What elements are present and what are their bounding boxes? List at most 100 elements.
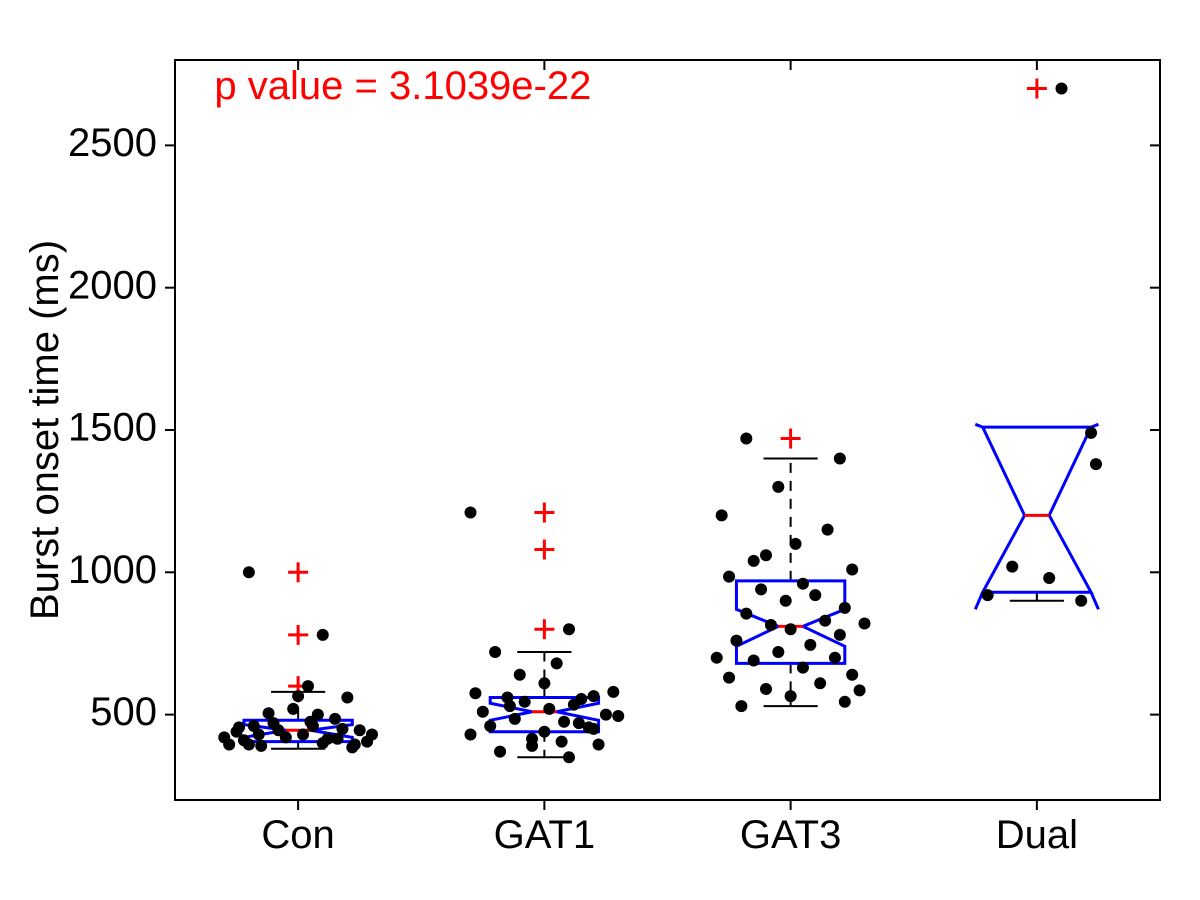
data-point	[477, 706, 489, 718]
ytick-label: 2500	[68, 121, 157, 165]
data-point	[504, 700, 516, 712]
data-point	[785, 623, 797, 635]
data-point	[780, 595, 792, 607]
data-point	[588, 690, 600, 702]
data-point	[307, 720, 319, 732]
data-point	[1075, 595, 1087, 607]
data-point	[819, 615, 831, 627]
data-point	[563, 751, 575, 763]
data-point	[588, 723, 600, 735]
data-point	[292, 690, 304, 702]
data-point	[558, 716, 570, 728]
data-point	[465, 729, 477, 741]
data-point	[218, 731, 230, 743]
data-point	[839, 696, 851, 708]
data-point	[341, 692, 353, 704]
data-point	[804, 639, 816, 651]
data-point	[489, 646, 501, 658]
data-point	[797, 578, 809, 590]
box	[983, 427, 1091, 592]
data-point	[600, 709, 612, 721]
data-point	[740, 608, 752, 620]
data-point	[765, 619, 777, 631]
group-gat3	[711, 429, 871, 713]
data-point	[760, 549, 772, 561]
xtick-label: GAT1	[494, 813, 596, 857]
data-point	[829, 652, 841, 664]
data-point	[748, 555, 760, 567]
data-point	[543, 703, 555, 715]
group-con	[218, 562, 378, 753]
data-point	[253, 729, 265, 741]
data-point	[797, 662, 809, 674]
data-point	[1056, 82, 1068, 94]
ytick-label: 500	[90, 690, 157, 734]
xtick-label: Dual	[996, 813, 1078, 857]
data-point	[612, 710, 624, 722]
data-point	[484, 720, 496, 732]
data-point	[735, 700, 747, 712]
data-point	[711, 652, 723, 664]
data-point	[730, 635, 742, 647]
xtick-label: Con	[261, 813, 334, 857]
data-point	[593, 739, 605, 751]
data-point	[772, 646, 784, 658]
data-point	[526, 740, 538, 752]
data-point	[607, 686, 619, 698]
ytick-label: 1500	[68, 406, 157, 450]
ytick-label: 2000	[68, 263, 157, 307]
data-point	[272, 724, 284, 736]
data-point	[748, 655, 760, 667]
data-point	[846, 563, 858, 575]
data-point	[982, 589, 994, 601]
data-point	[740, 433, 752, 445]
data-point	[755, 583, 767, 595]
data-point	[1090, 458, 1102, 470]
data-point	[538, 726, 550, 738]
p-value-annotation: p value = 3.1039e-22	[214, 64, 591, 108]
data-point	[233, 721, 245, 733]
data-point	[790, 538, 802, 550]
data-point	[317, 629, 329, 641]
data-point	[716, 509, 728, 521]
xtick-label: GAT3	[740, 813, 842, 857]
data-point	[514, 669, 526, 681]
data-point	[243, 566, 255, 578]
data-point	[822, 524, 834, 536]
data-point	[814, 677, 826, 689]
data-point	[575, 693, 587, 705]
data-point	[859, 618, 871, 630]
data-point	[809, 589, 821, 601]
data-point	[772, 481, 784, 493]
data-point	[312, 709, 324, 721]
data-point	[834, 452, 846, 464]
ytick-label: 1000	[68, 548, 157, 592]
y-axis-label: Burst onset time (ms)	[23, 240, 67, 620]
data-point	[785, 690, 797, 702]
data-point	[538, 677, 550, 689]
data-point	[556, 736, 568, 748]
data-point	[469, 687, 481, 699]
data-point	[332, 733, 344, 745]
data-point	[573, 717, 585, 729]
data-point	[329, 713, 341, 725]
data-point	[238, 734, 250, 746]
data-point	[1043, 572, 1055, 584]
data-point	[494, 746, 506, 758]
data-point	[760, 683, 772, 695]
data-point	[354, 724, 366, 736]
data-point	[297, 729, 309, 741]
data-point	[551, 657, 563, 669]
boxplot-chart: 500 1000 1500 2000 2500 Con GAT1 GAT3 Dual Burst …	[0, 0, 1200, 900]
data-point	[854, 684, 866, 696]
data-point	[563, 623, 575, 635]
data-point	[1085, 427, 1097, 439]
data-point	[349, 739, 361, 751]
data-point	[263, 707, 275, 719]
data-point	[287, 703, 299, 715]
group-dual	[975, 78, 1102, 609]
data-point	[519, 696, 531, 708]
data-point	[839, 602, 851, 614]
data-point	[834, 629, 846, 641]
data-point	[255, 740, 267, 752]
